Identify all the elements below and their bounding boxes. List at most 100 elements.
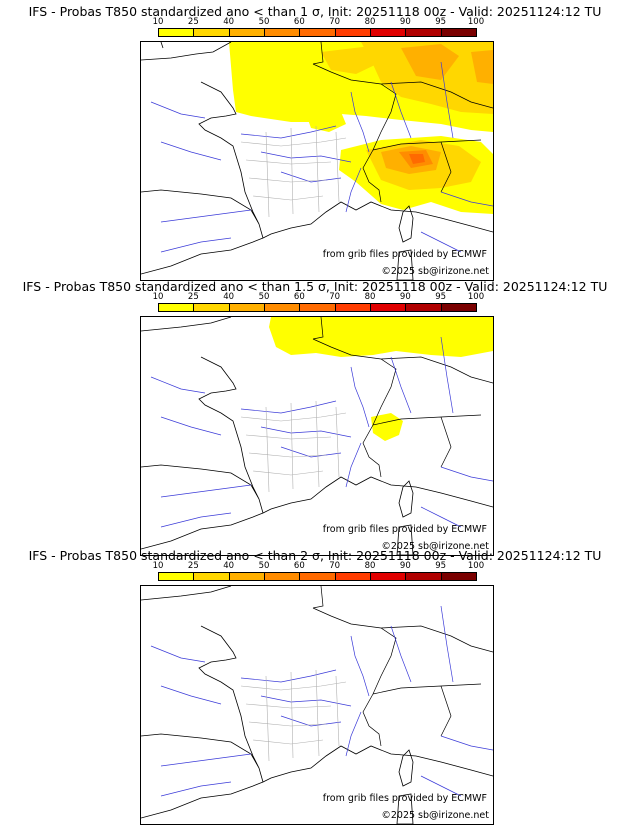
colorbar-segment bbox=[228, 28, 264, 37]
colorbar-segment bbox=[158, 303, 194, 312]
colorbar-segment bbox=[158, 28, 194, 37]
colorbar-label: 95 bbox=[435, 292, 447, 302]
colorbar: 10 25 40 50 60 70 80 90 95 100 bbox=[153, 17, 484, 38]
colorbar-tick bbox=[334, 28, 336, 37]
colorbar-tick bbox=[405, 572, 407, 581]
colorbar-segment bbox=[334, 28, 370, 37]
colorbar-tick bbox=[158, 28, 159, 37]
colorbar-tick bbox=[405, 28, 407, 37]
country-borders bbox=[312, 317, 493, 478]
sardinia bbox=[396, 524, 414, 555]
colorbar-label: 10 bbox=[152, 17, 164, 27]
colorbar-tick bbox=[370, 572, 371, 581]
probability-map: from grib files provided by ECMWF ©2025 … bbox=[140, 316, 494, 556]
prob-area-northcenter bbox=[306, 112, 346, 132]
coastline bbox=[141, 42, 493, 275]
corsica bbox=[398, 205, 414, 243]
rivers bbox=[150, 61, 493, 253]
colorbar-label: 70 bbox=[329, 292, 341, 302]
rivers bbox=[150, 605, 493, 797]
colorbar-segment bbox=[299, 28, 335, 37]
colorbar-label: 25 bbox=[187, 561, 199, 571]
prob-area-northeast bbox=[381, 323, 481, 349]
colorbar-segment bbox=[193, 303, 229, 312]
colorbar-label: 25 bbox=[187, 17, 199, 27]
colorbar-label: 90 bbox=[399, 292, 411, 302]
prob-area-alps bbox=[371, 413, 403, 441]
colorbar-tick bbox=[440, 572, 442, 581]
colorbar-tick bbox=[476, 572, 477, 581]
colorbar-tick bbox=[193, 572, 195, 581]
colorbar-label: 10 bbox=[152, 561, 164, 571]
colorbar-tick bbox=[228, 28, 230, 37]
map-drawing bbox=[141, 42, 493, 280]
colorbar-segment bbox=[440, 28, 476, 37]
colorbar-tick bbox=[193, 303, 195, 312]
colorbar-tick bbox=[228, 572, 230, 581]
country-borders bbox=[312, 42, 493, 203]
colorbar-segment bbox=[334, 303, 370, 312]
colorbar-segment bbox=[440, 303, 476, 312]
colorbar-label: 100 bbox=[467, 561, 485, 571]
colorbar-tick bbox=[334, 572, 336, 581]
map-panel-3: IFS - Probas T850 standardized ano < tha… bbox=[0, 548, 630, 825]
prob-area-northeast-25 bbox=[361, 42, 493, 114]
colorbar-tick bbox=[158, 572, 159, 581]
colorbar-label: 100 bbox=[467, 292, 485, 302]
department-borders bbox=[240, 125, 347, 218]
colorbar-tick bbox=[476, 28, 477, 37]
probability-map: from grib files provided by ECMWF ©2025 … bbox=[140, 585, 494, 825]
colorbar-label: 25 bbox=[187, 292, 199, 302]
colorbar-segment bbox=[264, 572, 300, 581]
country-borders bbox=[312, 586, 493, 747]
colorbar-segment bbox=[228, 303, 264, 312]
colorbar-tick bbox=[370, 303, 371, 312]
colorbar-segment bbox=[193, 28, 229, 37]
colorbar-label: 80 bbox=[364, 292, 376, 302]
colorbar-tick bbox=[440, 28, 442, 37]
colorbar-segment bbox=[440, 572, 476, 581]
sardinia bbox=[396, 793, 414, 824]
colorbar-tick bbox=[334, 303, 336, 312]
colorbar-tick bbox=[405, 303, 407, 312]
colorbar-segment bbox=[264, 303, 300, 312]
colorbar-tick bbox=[440, 303, 442, 312]
copyright-credit: ©2025 sb@irizone.net bbox=[381, 810, 489, 821]
colorbar-label: 70 bbox=[329, 561, 341, 571]
colorbar-tick bbox=[193, 28, 195, 37]
colorbar-label: 60 bbox=[293, 17, 305, 27]
department-borders bbox=[240, 669, 347, 762]
colorbar-label: 40 bbox=[223, 292, 235, 302]
colorbar-segment bbox=[334, 572, 370, 581]
colorbar-label: 50 bbox=[258, 17, 270, 27]
source-credit: from grib files provided by ECMWF bbox=[322, 524, 487, 535]
sardinia bbox=[396, 249, 414, 280]
colorbar-segment bbox=[193, 572, 229, 581]
colorbar-segment bbox=[228, 572, 264, 581]
colorbar-label: 50 bbox=[258, 292, 270, 302]
colorbar-label: 100 bbox=[467, 17, 485, 27]
colorbar-tick bbox=[299, 303, 301, 312]
department-borders bbox=[240, 400, 347, 493]
coastline bbox=[141, 586, 493, 819]
rivers bbox=[150, 336, 493, 528]
source-credit: from grib files provided by ECMWF bbox=[322, 249, 487, 260]
copyright-credit: ©2025 sb@irizone.net bbox=[381, 266, 489, 277]
probability-map: from grib files provided by ECMWF ©2025 … bbox=[140, 41, 494, 281]
colorbar-segment bbox=[370, 572, 406, 581]
colorbar-segment bbox=[370, 28, 406, 37]
colorbar-tick bbox=[299, 28, 301, 37]
colorbar-segment bbox=[299, 303, 335, 312]
colorbar-tick bbox=[264, 303, 265, 312]
colorbar-segment bbox=[370, 303, 406, 312]
colorbar-label: 60 bbox=[293, 561, 305, 571]
colorbar-label: 90 bbox=[399, 561, 411, 571]
colorbar-label: 95 bbox=[435, 561, 447, 571]
colorbar-segment bbox=[405, 303, 441, 312]
colorbar-tick bbox=[476, 303, 477, 312]
colorbar-segment bbox=[299, 572, 335, 581]
prob-area-east-40 bbox=[471, 50, 493, 84]
colorbar-tick bbox=[370, 28, 371, 37]
colorbar-tick bbox=[299, 572, 301, 581]
corsica bbox=[398, 749, 414, 787]
